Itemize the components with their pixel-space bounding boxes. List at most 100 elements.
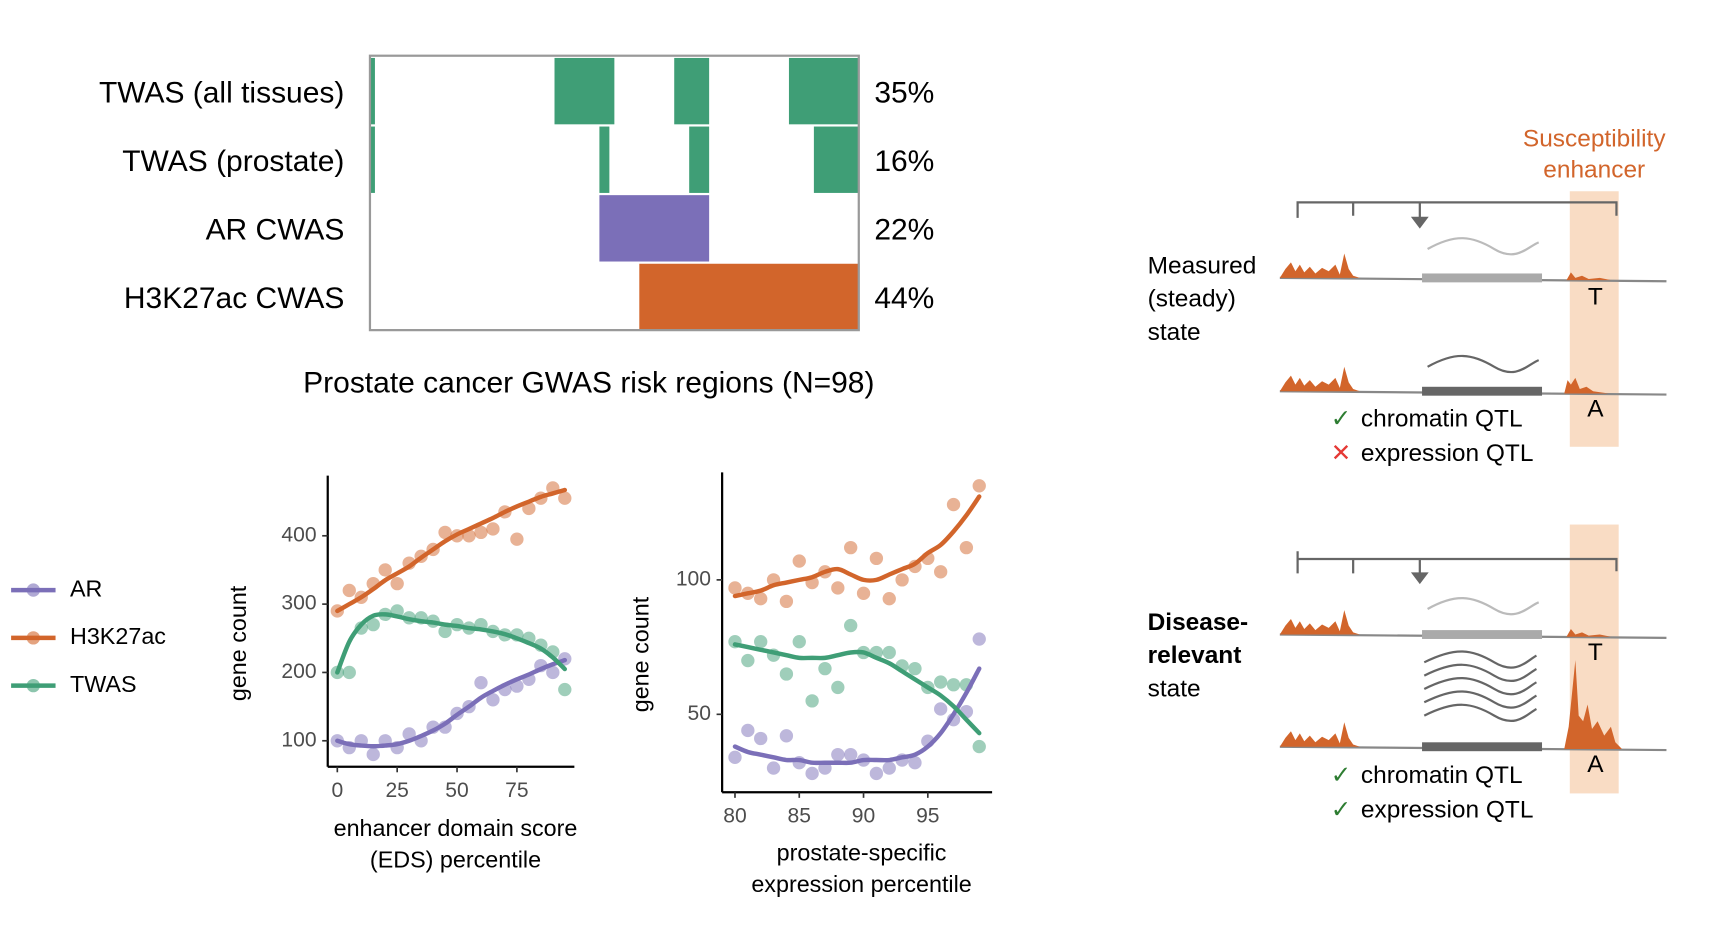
point [390, 576, 404, 591]
x-tick-label: 95 [916, 804, 939, 827]
x-tick-label: 0 [331, 779, 343, 802]
check-mark: ✓ [1331, 762, 1351, 789]
header: enhancer [1543, 157, 1645, 184]
y-tick-label: 300 [281, 592, 316, 615]
point [754, 635, 768, 649]
point [342, 665, 356, 680]
x-tick-label: 85 [788, 804, 811, 827]
point [972, 479, 986, 493]
region-span [554, 57, 615, 125]
region-span [369, 126, 375, 193]
state-label: relevant [1148, 642, 1242, 669]
state-label: Disease- [1148, 609, 1249, 636]
y-tick-label: 100 [676, 567, 711, 590]
point [934, 702, 948, 716]
trend-line [732, 642, 982, 736]
point [844, 618, 858, 633]
point [474, 525, 488, 540]
percent-label: 35% [874, 76, 934, 109]
point [844, 747, 858, 762]
state-label: state [1148, 676, 1201, 703]
point [779, 667, 794, 681]
legend-label: TWAS [70, 671, 137, 697]
legend-label: H3K27ac [70, 623, 166, 649]
trend-line [732, 666, 982, 766]
point [972, 739, 986, 754]
x-axis-label: expression percentile [751, 871, 971, 897]
panel [1279, 201, 1667, 752]
allele: T [1588, 639, 1603, 666]
point [558, 491, 572, 505]
point [831, 680, 845, 695]
region-span [599, 126, 610, 193]
point [908, 661, 922, 676]
point [486, 522, 500, 536]
point [818, 661, 832, 676]
point [856, 586, 871, 600]
check-text: chromatin QTL [1361, 762, 1523, 789]
trend-line [335, 657, 568, 749]
point [510, 532, 524, 546]
point [474, 676, 488, 690]
row-label: H3K27ac CWAS [124, 282, 345, 315]
x-axis-label: (EDS) percentile [370, 846, 541, 872]
x-tick-label: 50 [445, 779, 468, 802]
chart-title: Prostate cancer GWAS risk regions (N=98) [303, 366, 874, 399]
point [869, 766, 884, 781]
region-span [813, 126, 859, 193]
legend-label: AR [70, 575, 102, 601]
y-axis-label: gene count [627, 596, 653, 712]
point [438, 525, 452, 540]
state-label: state [1148, 319, 1201, 346]
y-axis-label: gene count [225, 585, 251, 701]
state-label: (steady) [1148, 286, 1236, 313]
check-text: expression QTL [1361, 797, 1534, 824]
point [946, 678, 961, 692]
allele: A [1587, 396, 1604, 423]
point [908, 756, 922, 770]
point [741, 653, 755, 668]
point [754, 731, 768, 746]
x-tick-label: 80 [723, 804, 746, 827]
point [342, 583, 356, 598]
point [792, 635, 806, 649]
point [805, 766, 819, 781]
point [366, 617, 380, 632]
region-span [639, 263, 859, 331]
point [882, 592, 896, 606]
point [934, 565, 948, 579]
header: Susceptibility [1523, 126, 1666, 153]
point [779, 594, 794, 609]
region-span [788, 57, 859, 125]
enhancer-highlight [1569, 191, 1619, 447]
point [486, 693, 500, 707]
point [728, 581, 742, 595]
frame [368, 54, 860, 332]
check-mark: ✓ [1331, 406, 1351, 433]
y-tick-label: 200 [281, 660, 316, 683]
point [946, 497, 961, 512]
point [844, 540, 858, 555]
diagram: Susceptibility enhancer [1279, 126, 1667, 794]
allele: A [1587, 751, 1604, 778]
point [728, 750, 742, 765]
point [558, 682, 572, 697]
point [895, 573, 909, 587]
point [831, 747, 845, 762]
percent-label: 22% [874, 214, 934, 247]
x-axis-label: enhancer domain score [334, 815, 578, 841]
point [972, 632, 986, 646]
check-text: chromatin QTL [1361, 406, 1523, 433]
trend-line [335, 487, 568, 614]
trend-line [732, 494, 982, 599]
point [766, 761, 781, 775]
check-mark: ✓ [1331, 797, 1351, 824]
region-span [674, 57, 710, 125]
point [934, 675, 948, 689]
point [805, 694, 819, 708]
point [882, 761, 896, 775]
row-label: AR CWAS [206, 214, 345, 247]
region-span [369, 57, 375, 125]
percent-label: 16% [874, 145, 934, 178]
x-tick-label: 25 [385, 779, 408, 802]
